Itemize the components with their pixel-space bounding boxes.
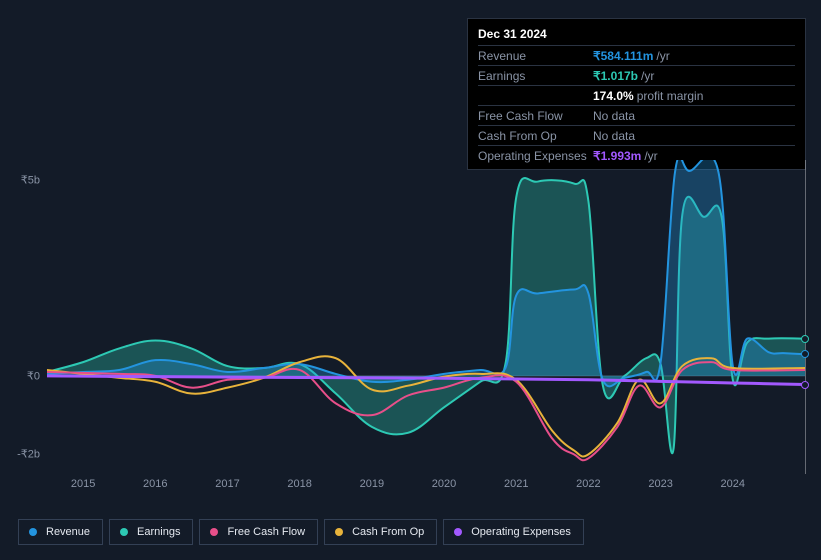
tooltip-row-label: Free Cash Flow — [478, 107, 593, 125]
legend-dot-icon — [120, 528, 128, 536]
legend-item-label: Cash From Op — [352, 526, 424, 538]
legend-dot-icon — [454, 528, 462, 536]
legend-item-opex[interactable]: Operating Expenses — [443, 519, 584, 545]
tooltip-row-unit: /yr — [641, 67, 654, 85]
legend-dot-icon — [335, 528, 343, 536]
x-axis-labels: 2015 2016 2017 2018 2019 2020 2021 2022 2023 2024 — [47, 478, 805, 494]
tooltip-row-unit: /yr — [656, 47, 669, 65]
legend-item-earnings[interactable]: Earnings — [109, 519, 193, 545]
legend-dot-icon — [210, 528, 218, 536]
tooltip-row-nodata: No data — [593, 107, 635, 125]
tooltip-row-suffix: profit margin — [637, 87, 704, 105]
legend-dot-icon — [29, 528, 37, 536]
x-axis-label: 2021 — [504, 478, 528, 490]
legend-item-label: Free Cash Flow — [227, 526, 305, 538]
y-axis-label: ₹0 — [0, 369, 40, 382]
legend-item-label: Operating Expenses — [471, 526, 571, 538]
legend-item-label: Earnings — [137, 526, 180, 538]
tooltip-row-label: Earnings — [478, 67, 593, 85]
tooltip-row-value: ₹584.111m — [593, 47, 653, 65]
tooltip-row: Free Cash FlowNo data — [478, 105, 795, 125]
chart-legend: Revenue Earnings Free Cash Flow Cash From O… — [18, 519, 584, 545]
legend-item-cfo[interactable]: Cash From Op — [324, 519, 437, 545]
x-axis-label: 2022 — [576, 478, 600, 490]
tooltip-row-label: Revenue — [478, 47, 593, 65]
tooltip-row: Earnings₹1.017b /yr — [478, 65, 795, 85]
tooltip-row-nodata: No data — [593, 127, 635, 145]
x-axis-label: 2015 — [71, 478, 95, 490]
series-end-marker — [801, 381, 809, 389]
y-axis-label: -₹2b — [0, 448, 40, 461]
tooltip-date: Dec 31 2024 — [478, 25, 795, 45]
financials-chart: Dec 31 2024 Revenue₹584.111m /yrEarnings… — [0, 0, 821, 560]
series-end-marker — [801, 350, 809, 358]
y-axis-label: ₹5b — [0, 173, 40, 186]
x-axis-label: 2023 — [648, 478, 672, 490]
legend-item-fcf[interactable]: Free Cash Flow — [199, 519, 318, 545]
plot-area[interactable] — [47, 160, 805, 474]
tooltip-row-value: ₹1.017b — [593, 67, 638, 85]
legend-item-label: Revenue — [46, 526, 90, 538]
tooltip-row: Revenue₹584.111m /yr — [478, 45, 795, 65]
x-axis-label: 2020 — [432, 478, 456, 490]
x-axis-label: 2017 — [215, 478, 239, 490]
x-axis-label: 2018 — [287, 478, 311, 490]
series-end-marker — [801, 335, 809, 343]
tooltip-row: Cash From OpNo data — [478, 125, 795, 145]
x-axis-label: 2016 — [143, 478, 167, 490]
tooltip-row-value: 174.0% — [593, 87, 634, 105]
tooltip-row-label: Cash From Op — [478, 127, 593, 145]
chart-tooltip: Dec 31 2024 Revenue₹584.111m /yrEarnings… — [467, 18, 806, 170]
tooltip-row: 174.0% profit margin — [478, 85, 795, 105]
legend-item-revenue[interactable]: Revenue — [18, 519, 103, 545]
x-axis-label: 2024 — [721, 478, 745, 490]
crosshair-vertical — [805, 160, 806, 474]
x-axis-label: 2019 — [360, 478, 384, 490]
